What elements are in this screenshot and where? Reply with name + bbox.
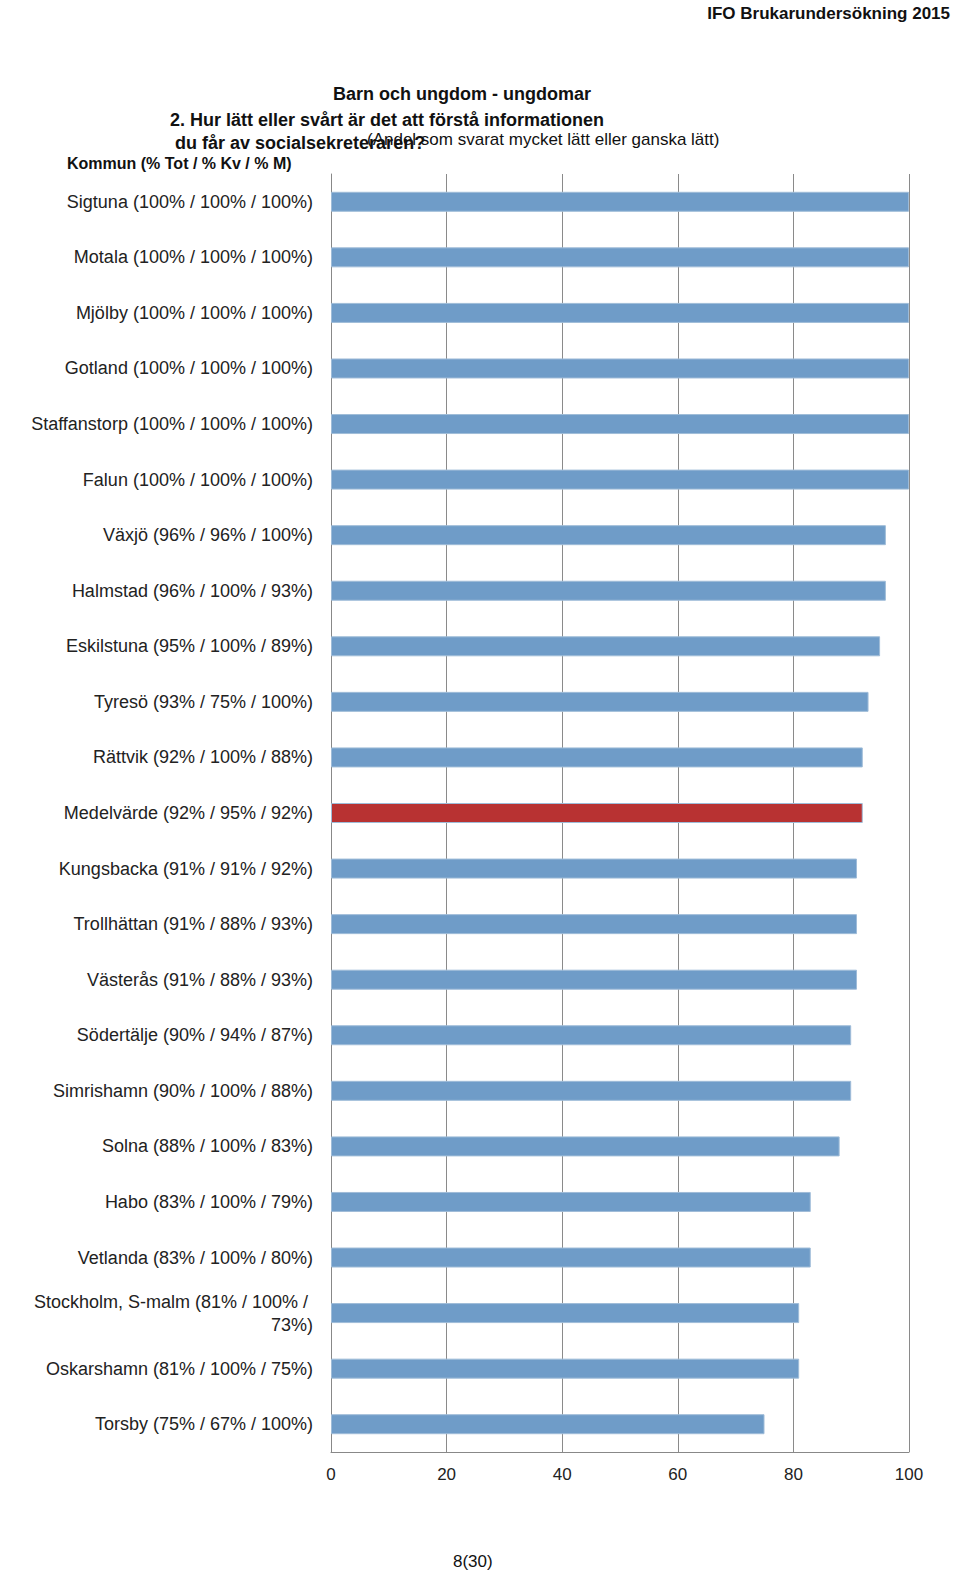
svg-text:Falun (100% / 100% / 100%): Falun (100% / 100% / 100%) xyxy=(83,470,313,490)
svg-text:Kungsbacka (91% / 91% / 92%): Kungsbacka (91% / 91% / 92%) xyxy=(59,859,313,879)
svg-text:Habo (83% / 100% / 79%): Habo (83% / 100% / 79%) xyxy=(105,1192,313,1212)
svg-text:Eskilstuna (95% / 100% / 89%): Eskilstuna (95% / 100% / 89%) xyxy=(66,636,313,656)
svg-text:40: 40 xyxy=(553,1465,572,1484)
svg-text:Barn och ungdom - ungdomar: Barn och ungdom - ungdomar xyxy=(333,84,591,104)
svg-text:Medelvärde (92% / 95% / 92%): Medelvärde (92% / 95% / 92%) xyxy=(64,803,313,823)
svg-text:20: 20 xyxy=(437,1465,456,1484)
svg-text:Simrishamn (90% / 100% / 88%): Simrishamn (90% / 100% / 88%) xyxy=(53,1081,313,1101)
svg-text:0: 0 xyxy=(326,1465,335,1484)
svg-text:Solna (88% / 100% / 83%): Solna (88% / 100% / 83%) xyxy=(102,1136,313,1156)
svg-text:Sigtuna (100% / 100% / 100%): Sigtuna (100% / 100% / 100%) xyxy=(67,192,313,212)
svg-text:Torsby (75% / 67% / 100%): Torsby (75% / 67% / 100%) xyxy=(95,1414,313,1434)
svg-text:Södertälje (90% / 94% / 87%): Södertälje (90% / 94% / 87%) xyxy=(77,1025,313,1045)
svg-text:du får av socialsekreteraren?: du får av socialsekreteraren? xyxy=(170,132,426,153)
svg-text:Staffanstorp (100% / 100% / 10: Staffanstorp (100% / 100% / 100%) xyxy=(31,414,313,434)
svg-text:Oskarshamn (81% / 100% / 75%): Oskarshamn (81% / 100% / 75%) xyxy=(46,1359,313,1379)
svg-text:Trollhättan (91% / 88% / 93%): Trollhättan (91% / 88% / 93%) xyxy=(74,914,313,934)
svg-text:73%): 73%) xyxy=(271,1315,313,1335)
svg-text:Vetlanda (83% / 100% / 80%): Vetlanda (83% / 100% / 80%) xyxy=(78,1248,313,1268)
svg-text:80: 80 xyxy=(784,1465,803,1484)
svg-text:2. Hur lätt eller svårt är det: 2. Hur lätt eller svårt är det att först… xyxy=(170,110,604,130)
svg-text:Motala (100% / 100% / 100%): Motala (100% / 100% / 100%) xyxy=(74,247,313,267)
svg-text:Mjölby (100% / 100% / 100%): Mjölby (100% / 100% / 100%) xyxy=(76,303,313,323)
svg-text:Halmstad (96% / 100% / 93%): Halmstad (96% / 100% / 93%) xyxy=(72,581,313,601)
svg-text:8(30): 8(30) xyxy=(453,1552,493,1571)
svg-text:100: 100 xyxy=(895,1465,923,1484)
svg-text:Västerås (91% / 88% / 93%): Västerås (91% / 88% / 93%) xyxy=(87,970,313,990)
svg-text:Kommun (% Tot / % Kv / % M): Kommun (% Tot / % Kv / % M) xyxy=(67,155,292,172)
svg-text:Gotland (100% / 100% / 100%): Gotland (100% / 100% / 100%) xyxy=(65,358,313,378)
svg-text:Rättvik (92% / 100% / 88%): Rättvik (92% / 100% / 88%) xyxy=(93,747,313,767)
svg-text:IFO Brukarundersökning 2015: IFO Brukarundersökning 2015 xyxy=(707,4,950,23)
svg-text:Stockholm, S-malm (81% / 100%: Stockholm, S-malm (81% / 100% / xyxy=(34,1292,313,1312)
svg-text:Växjö (96% / 96% / 100%): Växjö (96% / 96% / 100%) xyxy=(103,525,313,545)
svg-text:60: 60 xyxy=(668,1465,687,1484)
svg-text:Tyresö (93% / 75% / 100%): Tyresö (93% / 75% / 100%) xyxy=(94,692,313,712)
svg-text:(Andel som svarat mycket lätt: (Andel som svarat mycket lätt eller gans… xyxy=(367,130,719,149)
